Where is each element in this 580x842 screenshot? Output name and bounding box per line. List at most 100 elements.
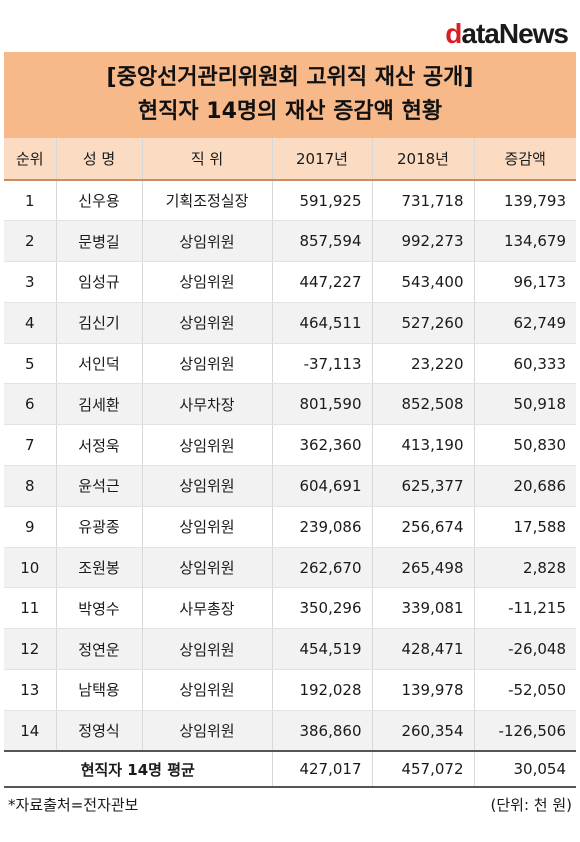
cell-assets-2017: 604,691 xyxy=(272,465,373,507)
cell-position: 사무총장 xyxy=(142,587,273,630)
table-row: 8 윤석근 상임위원 604,691 625,377 20,686 xyxy=(4,465,576,507)
cell-position: 상임위원 xyxy=(142,628,273,671)
cell-name: 남택용 xyxy=(56,669,143,711)
cell-assets-2018: 23,220 xyxy=(372,343,475,385)
cell-position: 상임위원 xyxy=(142,261,273,303)
header-name: 성 명 xyxy=(56,138,143,181)
cell-assets-2018: 852,508 xyxy=(372,383,475,426)
cell-change: 62,749 xyxy=(474,302,576,344)
cell-position: 상임위원 xyxy=(142,506,273,548)
cell-change: 2,828 xyxy=(474,547,576,589)
cell-assets-2018: 992,273 xyxy=(372,220,475,263)
header-2018: 2018년 xyxy=(372,138,475,181)
asset-change-table: 순위 성 명 직 위 2017년 2018년 증감액 1 신우용 기획조정실장 591… xyxy=(4,138,576,789)
cell-rank: 1 xyxy=(4,180,57,222)
table-row: 9 유광종 상임위원 239,086 256,674 17,588 xyxy=(4,506,576,548)
cell-rank: 11 xyxy=(4,587,57,630)
average-label: 현직자 14명 평균 xyxy=(4,750,273,789)
cell-assets-2018: 625,377 xyxy=(372,465,475,507)
cell-assets-2018: 428,471 xyxy=(372,628,475,671)
title-line-2: 현직자 14명의 재산 증감액 현황 xyxy=(137,99,443,124)
cell-position: 상임위원 xyxy=(142,220,273,263)
header-rank: 순위 xyxy=(4,138,57,181)
cell-assets-2018: 413,190 xyxy=(372,424,475,467)
cell-position: 기획조정실장 xyxy=(142,180,273,222)
cell-change: 134,679 xyxy=(474,220,576,263)
datanews-logo: d ataNews xyxy=(445,14,569,49)
cell-name: 신우용 xyxy=(56,180,143,222)
title-line-1: [중앙선거관리위원회 고위직 재산 공개] xyxy=(106,65,474,90)
table-row: 5 서인덕 상임위원 -37,113 23,220 60,333 xyxy=(4,343,576,385)
cell-position: 상임위원 xyxy=(142,547,273,589)
cell-assets-2018: 339,081 xyxy=(372,587,475,630)
cell-assets-2017: 239,086 xyxy=(272,506,373,548)
cell-rank: 10 xyxy=(4,547,57,589)
cell-name: 김신기 xyxy=(56,302,143,344)
cell-change: 139,793 xyxy=(474,180,576,222)
table-row: 13 남택용 상임위원 192,028 139,978 -52,050 xyxy=(4,669,576,711)
cell-rank: 13 xyxy=(4,669,57,711)
header-change: 증감액 xyxy=(474,138,576,181)
cell-position: 상임위원 xyxy=(142,424,273,467)
cell-assets-2017: 454,519 xyxy=(272,628,373,671)
cell-rank: 14 xyxy=(4,710,57,752)
unit-note: (단위: 천 원) xyxy=(490,796,573,814)
footer-notes: *자료출처=전자관보 (단위: 천 원) xyxy=(8,794,572,815)
cell-change: 50,830 xyxy=(474,424,576,467)
cell-assets-2017: 362,360 xyxy=(272,424,373,467)
cell-position: 상임위원 xyxy=(142,669,273,711)
table-body: 1 신우용 기획조정실장 591,925 731,718 139,793 2 문병길 상임위원 8… xyxy=(4,180,576,752)
cell-assets-2018: 260,354 xyxy=(372,710,475,752)
cell-name: 정연운 xyxy=(56,628,143,671)
cell-name: 조원봉 xyxy=(56,547,143,589)
cell-rank: 12 xyxy=(4,628,57,671)
cell-name: 윤석근 xyxy=(56,465,143,507)
cell-rank: 7 xyxy=(4,424,57,467)
logo-wordmark: ataNews xyxy=(461,18,569,49)
cell-assets-2017: 386,860 xyxy=(272,710,373,752)
cell-change: 60,333 xyxy=(474,343,576,385)
cell-rank: 5 xyxy=(4,343,57,385)
cell-assets-2018: 139,978 xyxy=(372,669,475,711)
cell-change: -11,215 xyxy=(474,587,576,630)
header-2017: 2017년 xyxy=(272,138,373,181)
cell-change: 50,918 xyxy=(474,383,576,426)
cell-rank: 8 xyxy=(4,465,57,507)
cell-assets-2018: 527,260 xyxy=(372,302,475,344)
cell-assets-2017: 192,028 xyxy=(272,669,373,711)
table-row: 4 김신기 상임위원 464,511 527,260 62,749 xyxy=(4,302,576,344)
average-row: 현직자 14명 평균 427,017 457,072 30,054 xyxy=(4,750,576,789)
cell-assets-2017: -37,113 xyxy=(272,343,373,385)
table-header-row: 순위 성 명 직 위 2017년 2018년 증감액 xyxy=(4,138,576,181)
cell-assets-2018: 543,400 xyxy=(372,261,475,303)
cell-assets-2018: 256,674 xyxy=(372,506,475,548)
logo-mark: d xyxy=(445,18,462,49)
title-banner: [중앙선거관리위원회 고위직 재산 공개] 현직자 14명의 재산 증감액 현황 xyxy=(4,52,576,138)
table-row: 2 문병길 상임위원 857,594 992,273 134,679 xyxy=(4,220,576,263)
cell-name: 서인덕 xyxy=(56,343,143,385)
cell-position: 상임위원 xyxy=(142,465,273,507)
cell-assets-2017: 447,227 xyxy=(272,261,373,303)
cell-rank: 3 xyxy=(4,261,57,303)
table-row: 1 신우용 기획조정실장 591,925 731,718 139,793 xyxy=(4,180,576,222)
cell-assets-2017: 464,511 xyxy=(272,302,373,344)
cell-position: 사무차장 xyxy=(142,383,273,426)
cell-rank: 4 xyxy=(4,302,57,344)
cell-name: 문병길 xyxy=(56,220,143,263)
table-row: 10 조원봉 상임위원 262,670 265,498 2,828 xyxy=(4,547,576,589)
cell-change: -26,048 xyxy=(474,628,576,671)
cell-assets-2018: 731,718 xyxy=(372,180,475,222)
cell-assets-2018: 265,498 xyxy=(372,547,475,589)
average-2018: 457,072 xyxy=(372,750,475,789)
cell-assets-2017: 801,590 xyxy=(272,383,373,426)
cell-position: 상임위원 xyxy=(142,343,273,385)
cell-position: 상임위원 xyxy=(142,302,273,344)
cell-assets-2017: 857,594 xyxy=(272,220,373,263)
header-position: 직 위 xyxy=(142,138,273,181)
cell-change: 17,588 xyxy=(474,506,576,548)
table-row: 7 서정욱 상임위원 362,360 413,190 50,830 xyxy=(4,424,576,467)
cell-rank: 9 xyxy=(4,506,57,548)
source-note: *자료출처=전자관보 xyxy=(8,796,139,814)
cell-assets-2017: 350,296 xyxy=(272,587,373,630)
cell-change: -126,506 xyxy=(474,710,576,752)
